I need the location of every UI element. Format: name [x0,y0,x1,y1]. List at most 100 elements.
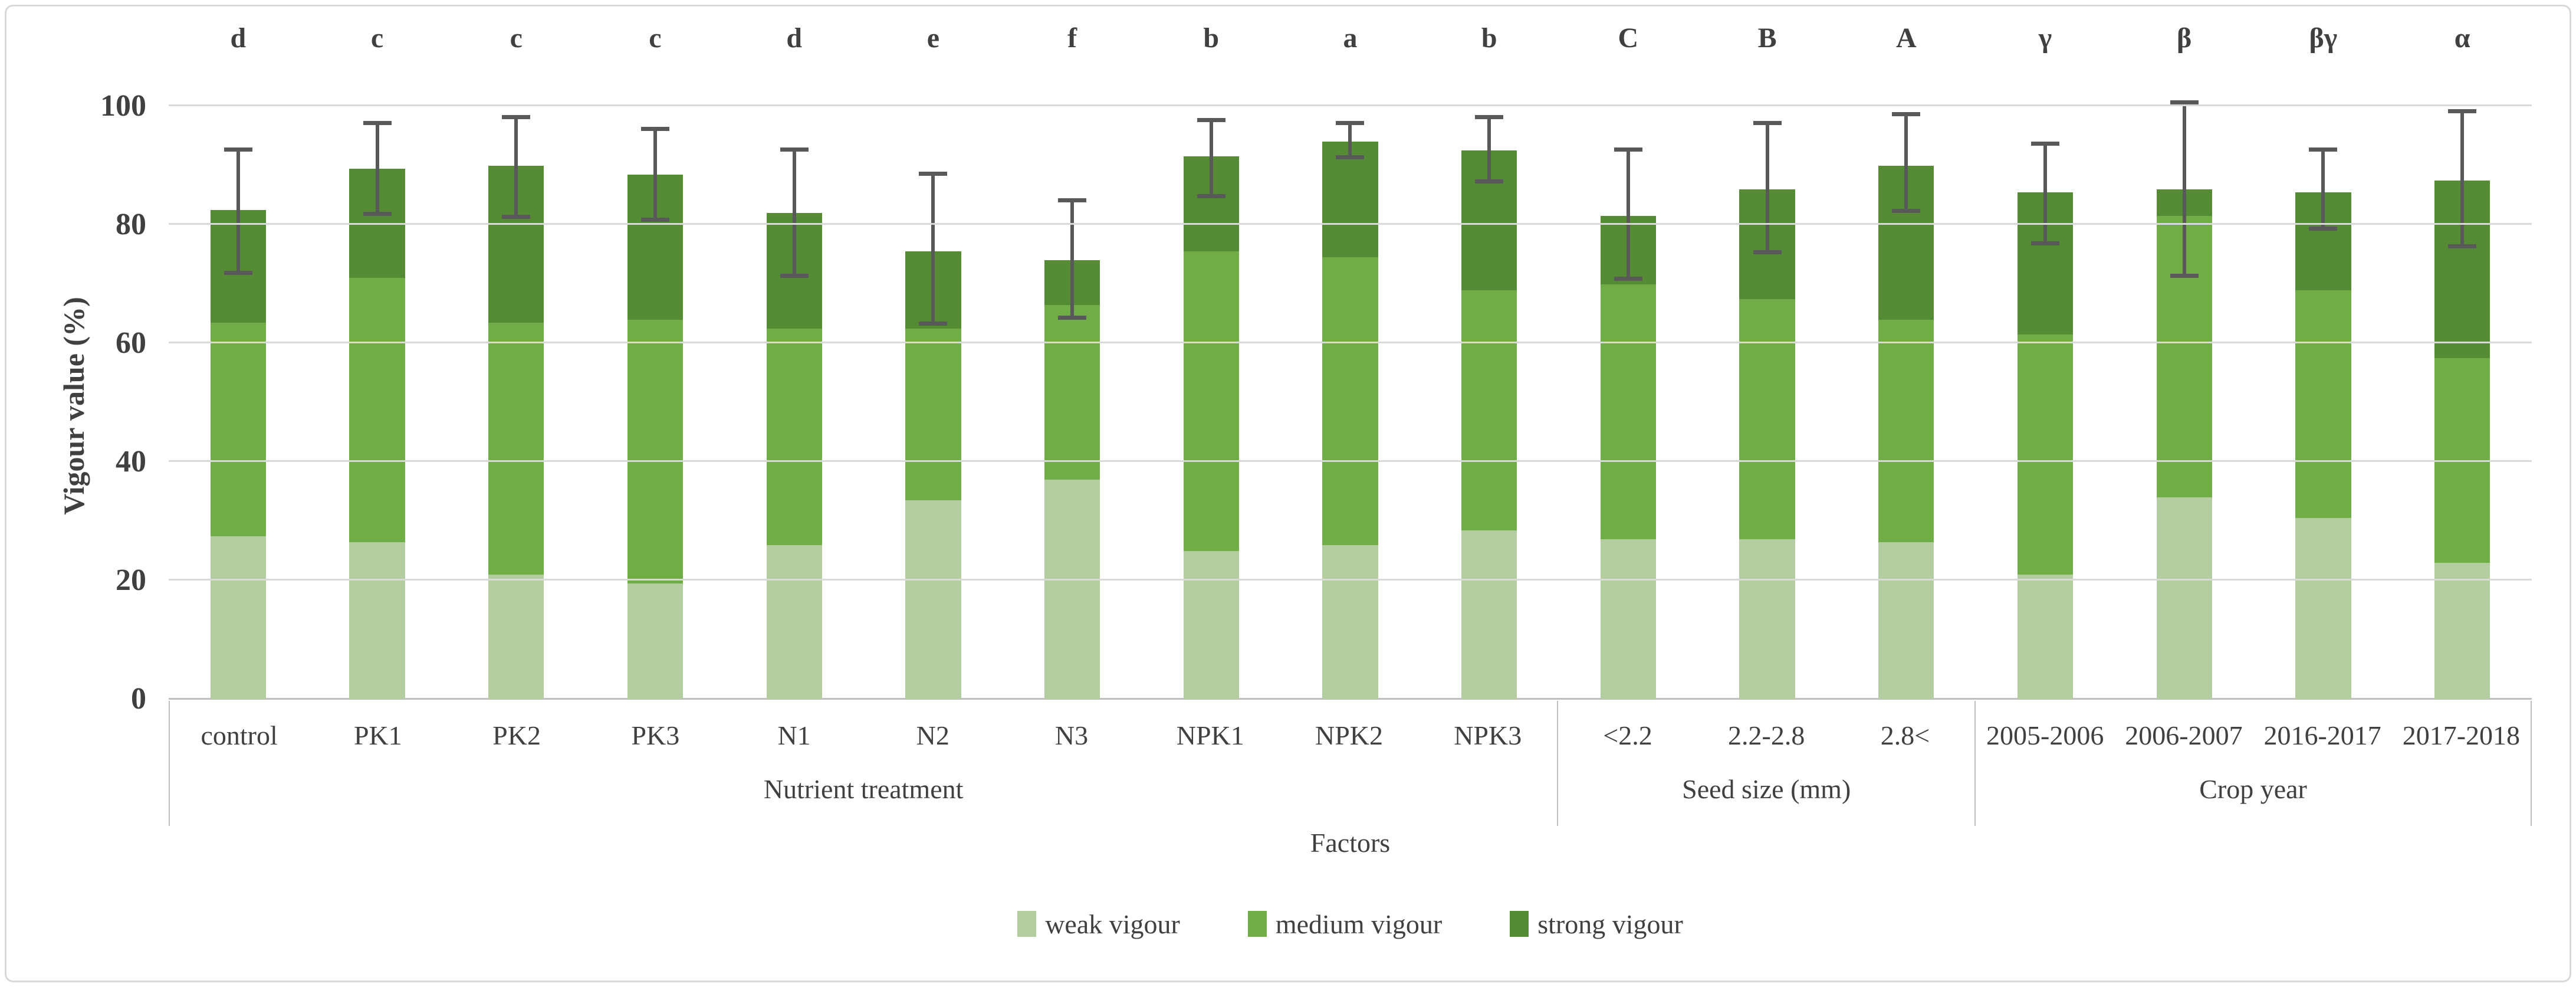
category-label-NPK2: NPK2 [1315,720,1383,750]
legend-label: medium vigour [1275,909,1443,939]
error-bar-cap-bottom [640,217,669,222]
gridline-100 [169,104,2532,106]
bar-segment-medium-vigour [2295,290,2351,519]
bar-segment-medium-vigour [349,278,405,542]
error-bar [2295,147,2351,231]
legend-item-weak-vigour: weak vigour [1017,909,1180,940]
bar-segment-medium-vigour [2017,334,2074,575]
category-axis: control PK1 PK2 PK3 N1 N2 N3 NPK1 NPK2 NPK3 Nutrie… [169,701,2532,826]
significance-letter: d [786,22,803,54]
error-bar-stem [1765,121,1769,255]
category-label-control: control [201,720,278,750]
category-label-row: control PK1 PK2 PK3 N1 N2 N3 NPK1 NPK2 NPK3 [170,701,1557,763]
bar-segment-medium-vigour [1461,290,1517,530]
category-label-2.8<: 2.8< [1880,720,1930,750]
bar-cell-N1: d [725,22,864,699]
y-tick-label-100: 100 [100,89,146,123]
bar-segment-medium-vigour [210,322,266,536]
error-bar-stem [1626,147,1630,281]
error-bar-cap-bottom [1892,208,1921,213]
bar-cell-control: d [169,22,308,699]
significance-letter: d [230,22,247,54]
error-bar [1322,121,1378,160]
error-bar [211,147,266,276]
bar-cell-2.2-2.8: B [1698,22,1837,699]
group-section-Seed-size-(mm): <2.2 2.2-2.8 2.8< Seed size (mm) [1558,701,1976,826]
bar-segment-medium-vigour [488,322,544,575]
bar-cell-PK3: c [586,22,725,699]
error-bar-cap-top [2030,142,2059,146]
error-bar-cap-top [1336,121,1365,126]
legend-item-strong-vigour: strong vigour [1510,909,1683,940]
error-bar-stem [931,171,935,326]
bar-cell-NPK3: b [1420,22,1559,699]
bar-cell-NPK1: b [1142,22,1281,699]
bar-segment-medium-vigour [766,328,822,545]
legend-marker [1510,911,1529,937]
y-tick-label-0: 0 [131,682,146,716]
bar-cell-2017-2018: α [2393,22,2532,699]
bar-segment-medium-vigour [1322,257,1378,545]
legend-label: weak vigour [1045,909,1180,939]
category-label-2005-2006: 2005-2006 [1986,720,2104,750]
bar-segment-weak-vigour [210,536,266,699]
error-bar [1184,118,1239,198]
bar-segment-weak-vigour [1739,539,1795,699]
bar-cell-2006-2007: β [2115,22,2254,699]
significance-letter: b [1203,22,1220,54]
error-bar-stem [792,147,796,278]
legend-item-medium-vigour: medium vigour [1247,909,1443,940]
error-bar-cap-bottom [2309,227,2338,231]
bar-segment-weak-vigour [1183,550,1239,699]
error-bar-cap-top [363,121,392,126]
error-bar-cap-bottom [1475,179,1504,183]
error-bar-cap-top [1058,198,1087,202]
error-bar [2434,109,2490,249]
error-bar-stem [1348,121,1352,160]
category-label-NPK1: NPK1 [1176,720,1244,750]
category-label-N3: N3 [1054,720,1089,750]
bar-segment-medium-vigour [627,319,684,584]
significance-letter: β [2177,22,2192,54]
bar-segment-weak-vigour [1322,545,1378,699]
error-bar-cap-bottom [2170,274,2199,278]
bar-segment-weak-vigour [349,542,405,699]
error-bar [349,121,405,216]
error-bar-cap-top [224,147,252,152]
significance-letter: α [2454,22,2470,54]
error-bar-stem [1487,115,1491,183]
group-section-Nutrient-treatment: control PK1 PK2 PK3 N1 N2 N3 NPK1 NPK2 NPK3 Nutrie… [170,701,1559,826]
category-label-PK1: PK1 [353,720,402,750]
error-bar-cap-bottom [2030,241,2059,246]
group-label: Nutrient treatment [763,774,964,805]
bar-segment-weak-vigour [766,545,822,699]
bar-segment-medium-vigour [1044,304,1100,480]
error-bar-cap-top [1614,147,1642,152]
category-label-row: <2.2 2.2-2.8 2.8< [1558,701,1974,763]
bar-segment-medium-vigour [1183,251,1239,551]
bar-segment-weak-vigour [627,583,684,699]
error-bar [1044,198,1100,320]
error-bar-cap-top [2309,147,2338,152]
significance-letter: C [1618,22,1639,54]
error-bar-stem [236,147,240,276]
bar-segment-weak-vigour [2156,497,2212,699]
legend-marker [1247,911,1267,937]
significance-letter: a [1343,22,1358,54]
error-bar [2018,142,2073,246]
error-bar-cap-top [1753,121,1782,126]
gridline-40 [169,460,2532,462]
bar-segment-weak-vigour [905,500,961,699]
bar-cell-2005-2006: γ [1976,22,2115,699]
bar-cell-<2.2: C [1559,22,1698,699]
bar-segment-weak-vigour [2434,562,2490,699]
error-bar-stem [375,121,379,216]
error-bar [1739,121,1795,255]
error-bar-cap-bottom [1614,277,1642,281]
bar-segment-weak-vigour [1600,539,1657,699]
error-bar-stem [1070,198,1075,320]
error-bar-stem [1904,112,1908,213]
category-label-row: 2005-2006 2006-2007 2016-2017 2017-2018 [1976,701,2531,763]
